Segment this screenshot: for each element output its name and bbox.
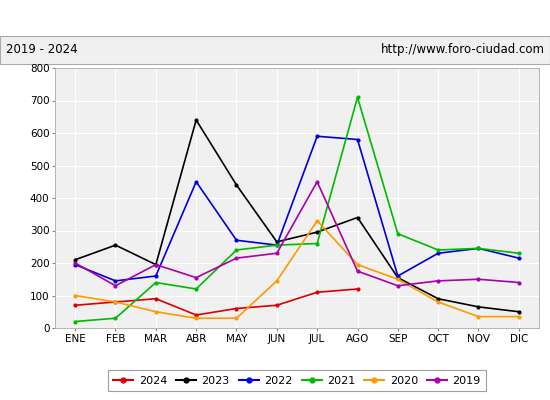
Text: Evolucion Nº Turistas Nacionales en el municipio de Berge: Evolucion Nº Turistas Nacionales en el m… xyxy=(73,11,477,25)
Text: 2019 - 2024: 2019 - 2024 xyxy=(6,44,77,56)
Text: http://www.foro-ciudad.com: http://www.foro-ciudad.com xyxy=(381,44,544,56)
Legend: 2024, 2023, 2022, 2021, 2020, 2019: 2024, 2023, 2022, 2021, 2020, 2019 xyxy=(108,370,486,391)
